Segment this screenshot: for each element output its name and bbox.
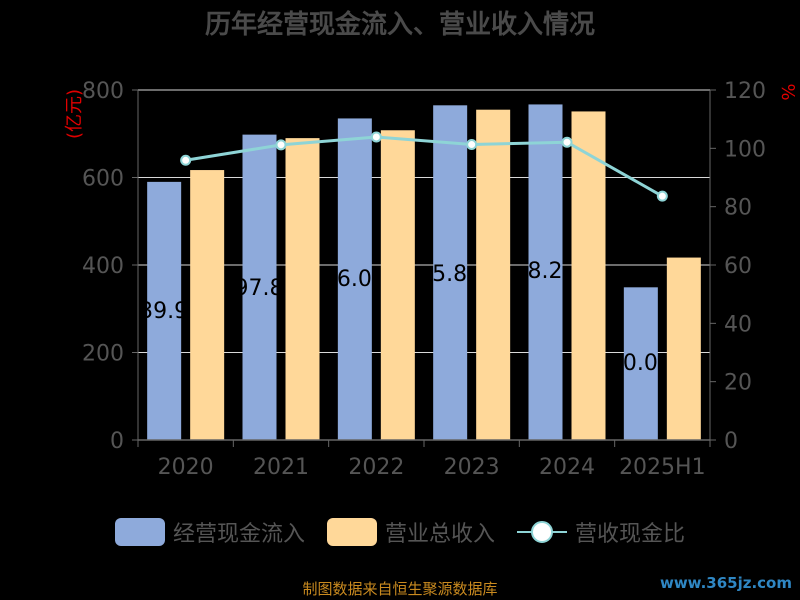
- ratio-point: [180, 154, 192, 166]
- x-tick-label: 2023: [444, 455, 500, 480]
- bar-cash-inflow: [623, 287, 658, 440]
- bar-revenue: [190, 170, 225, 440]
- y-left-tick-label: 800: [82, 79, 124, 104]
- bar-cash-inflow: [337, 118, 372, 440]
- data-label: 5.8: [432, 262, 467, 287]
- legend-item-ratio[interactable]: 营收现金比: [517, 516, 685, 548]
- y-right-tick-label: 20: [724, 371, 752, 396]
- y-right-axis-unit: %: [777, 83, 798, 100]
- y-right-tick-label: 80: [724, 196, 752, 221]
- data-label: 0.0: [623, 351, 658, 376]
- data-label: 8.2: [528, 259, 563, 284]
- x-tick-label: 2021: [253, 455, 309, 480]
- ratio-point: [466, 139, 478, 151]
- bar-cash-inflow: [242, 134, 277, 440]
- y-right-tick-label: 60: [724, 254, 752, 279]
- x-tick-label: 2020: [158, 455, 214, 480]
- bar-revenue: [476, 109, 511, 440]
- x-tick-label: 2025H1: [619, 455, 706, 480]
- bar-cash-inflow: [528, 104, 563, 440]
- y-left-tick-label: 600: [82, 167, 124, 192]
- data-label: 6.0: [337, 267, 372, 292]
- bar-cash-inflow: [433, 105, 468, 440]
- legend-swatch-cash-inflow: [114, 518, 165, 546]
- x-tick-label: 2024: [539, 455, 595, 480]
- y-left-tick-label: 200: [82, 342, 124, 367]
- legend-item-revenue[interactable]: 营业总收入: [326, 516, 495, 548]
- y-right-tick-label: 100: [724, 137, 766, 162]
- ratio-point: [561, 136, 573, 148]
- ratio-line: [185, 135, 664, 198]
- bar-cash-inflow: [147, 181, 182, 440]
- y-left-tick-label: 400: [82, 254, 124, 279]
- y-left-tick-label: 0: [110, 429, 124, 454]
- legend-label-revenue: 营业总收入: [384, 522, 495, 547]
- y-right-tick-label: 40: [724, 312, 752, 337]
- ratio-point: [275, 139, 287, 151]
- legend: 经营现金流入 营业总收入 营收现金比: [0, 516, 800, 548]
- legend-swatch-revenue: [326, 518, 377, 546]
- legend-label-cash-inflow: 经营现金流入: [172, 522, 305, 547]
- data-label: 97.8: [235, 276, 284, 301]
- legend-swatch-ratio: [517, 518, 567, 546]
- bar-revenue: [571, 111, 606, 440]
- chart-title: 历年经营现金流入、营业收入情况: [204, 10, 595, 40]
- legend-label-ratio: 营收现金比: [575, 522, 686, 547]
- x-tick-label: 2022: [348, 455, 404, 480]
- bar-revenue: [285, 138, 320, 440]
- y-right-tick-label: 120: [724, 79, 766, 104]
- legend-item-cash-inflow[interactable]: 经营现金流入: [114, 516, 305, 548]
- ratio-point: [656, 190, 668, 202]
- y-left-axis-unit: (亿元): [64, 89, 85, 139]
- data-source-note: 制图数据来自恒生聚源数据库: [302, 580, 498, 598]
- bar-revenue: [380, 130, 415, 440]
- watermark: www.365jz.com: [659, 574, 792, 592]
- data-label: 39.9: [139, 299, 188, 324]
- y-right-tick-label: 0: [724, 429, 738, 454]
- bar-revenue: [666, 257, 701, 440]
- ratio-point: [370, 131, 382, 143]
